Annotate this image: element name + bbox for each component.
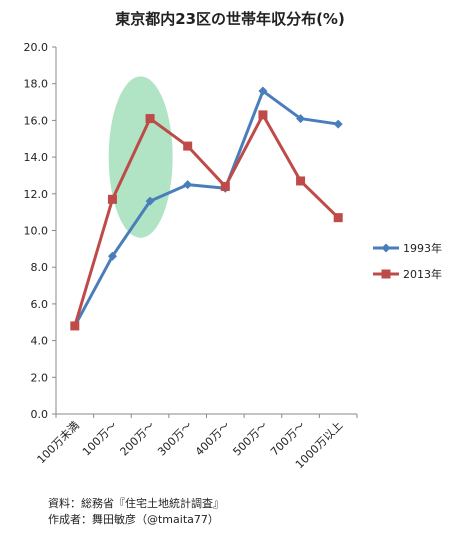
data-point	[107, 194, 117, 204]
y-tick-label: 0.0	[31, 408, 49, 421]
y-tick-label: 10.0	[24, 225, 49, 238]
x-tick-label: 100万未満	[35, 419, 82, 466]
y-tick-label: 14.0	[24, 151, 49, 164]
y-tick-label: 18.0	[24, 78, 49, 91]
y-tick-label: 2.0	[31, 371, 49, 384]
legend-label: 2013年	[403, 267, 442, 281]
y-tick-label: 12.0	[24, 188, 49, 201]
series-line-2	[73, 113, 340, 327]
data-point	[333, 213, 343, 223]
legend-label: 1993年	[403, 241, 442, 255]
y-tick-label: 20.0	[24, 41, 49, 54]
data-point	[183, 141, 193, 151]
y-tick-label: 16.0	[24, 114, 49, 127]
data-point	[183, 180, 193, 190]
x-tick-label: 400万～	[193, 419, 233, 459]
source-note: 資料：総務省『住宅土地統計調査』	[48, 497, 224, 510]
y-tick-label: 8.0	[31, 261, 49, 274]
data-point	[107, 251, 117, 261]
data-point	[296, 114, 306, 124]
data-point	[145, 196, 155, 206]
data-point	[258, 110, 268, 120]
legend-marker	[381, 269, 391, 279]
y-tick-label: 6.0	[31, 298, 49, 311]
y-tick-label: 4.0	[31, 335, 49, 348]
data-point	[145, 114, 155, 124]
legend-marker	[381, 243, 391, 253]
data-point	[70, 321, 80, 331]
x-tick-label: 200万～	[118, 419, 158, 459]
data-point	[220, 181, 230, 191]
data-point	[258, 86, 268, 96]
x-tick-label: 300万～	[155, 419, 195, 459]
author-note: 作成者：舞田敏彦（@tmaita77）	[48, 513, 219, 526]
chart-title: 東京都内23区の世帯年収分布(%)	[115, 10, 345, 28]
series-line-1	[73, 89, 339, 327]
data-point	[333, 119, 343, 129]
data-point	[296, 176, 306, 186]
x-tick-label: 100万～	[80, 419, 120, 459]
x-tick-label: 500万～	[230, 419, 270, 459]
